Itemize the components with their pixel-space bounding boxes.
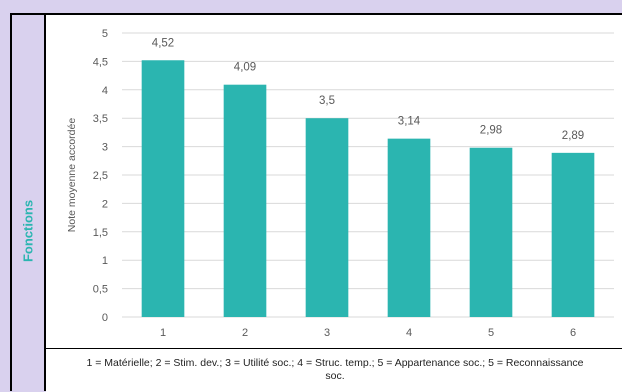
x-tick-label: 3 [324, 327, 330, 339]
y-axis-label: Note moyenne accordée [66, 118, 78, 233]
caption-box: 1 = Matérielle; 2 = Stim. dev.; 3 = Util… [46, 348, 622, 392]
x-tick-label: 6 [570, 327, 576, 339]
side-panel: Fonctions [12, 15, 46, 391]
bar [469, 147, 513, 317]
y-tick-label: 2 [102, 198, 108, 210]
data-label: 3,5 [319, 95, 335, 107]
bar [141, 60, 185, 317]
data-label: 3,14 [398, 116, 421, 128]
side-label: Fonctions [20, 199, 36, 263]
y-tick-label: 1,5 [93, 227, 108, 239]
y-tick-label: 4,5 [93, 56, 108, 68]
x-tick-label: 4 [406, 327, 412, 339]
y-tick-label: 0,5 [93, 284, 108, 296]
bar [305, 118, 349, 317]
y-tick-label: 5 [102, 28, 108, 40]
data-label: 2,98 [480, 125, 502, 137]
y-tick-label: 4 [102, 85, 108, 97]
bar [223, 84, 267, 317]
bar-chart: 0 0,5 1 1,5 2 2,5 3 3,5 4 4,5 5 Note moyenne accord… [66, 28, 614, 339]
y-tick-label: 3,5 [93, 113, 108, 125]
figure-frame: Fonctions 0 0,5 1 1,5 2 2,5 3 3,5 4 4,5 5 Note moye… [10, 13, 622, 392]
x-tick-label: 5 [488, 327, 494, 339]
data-label: 2,89 [562, 130, 584, 142]
data-label: 4,52 [152, 37, 174, 49]
y-tick-label: 2,5 [93, 170, 108, 182]
bar [387, 138, 431, 317]
caption-text: 1 = Matérielle; 2 = Stim. dev.; 3 = Util… [86, 357, 584, 382]
y-tick-label: 3 [102, 142, 108, 154]
x-tick-label: 2 [242, 327, 248, 339]
y-tick-label: 1 [102, 255, 108, 267]
x-tick-label: 1 [160, 327, 166, 339]
y-tick-label: 0 [102, 312, 108, 324]
chart-area: 0 0,5 1 1,5 2 2,5 3 3,5 4 4,5 5 Note moyenne accord… [46, 15, 622, 348]
bar [551, 152, 595, 317]
data-label: 4,09 [234, 62, 256, 74]
